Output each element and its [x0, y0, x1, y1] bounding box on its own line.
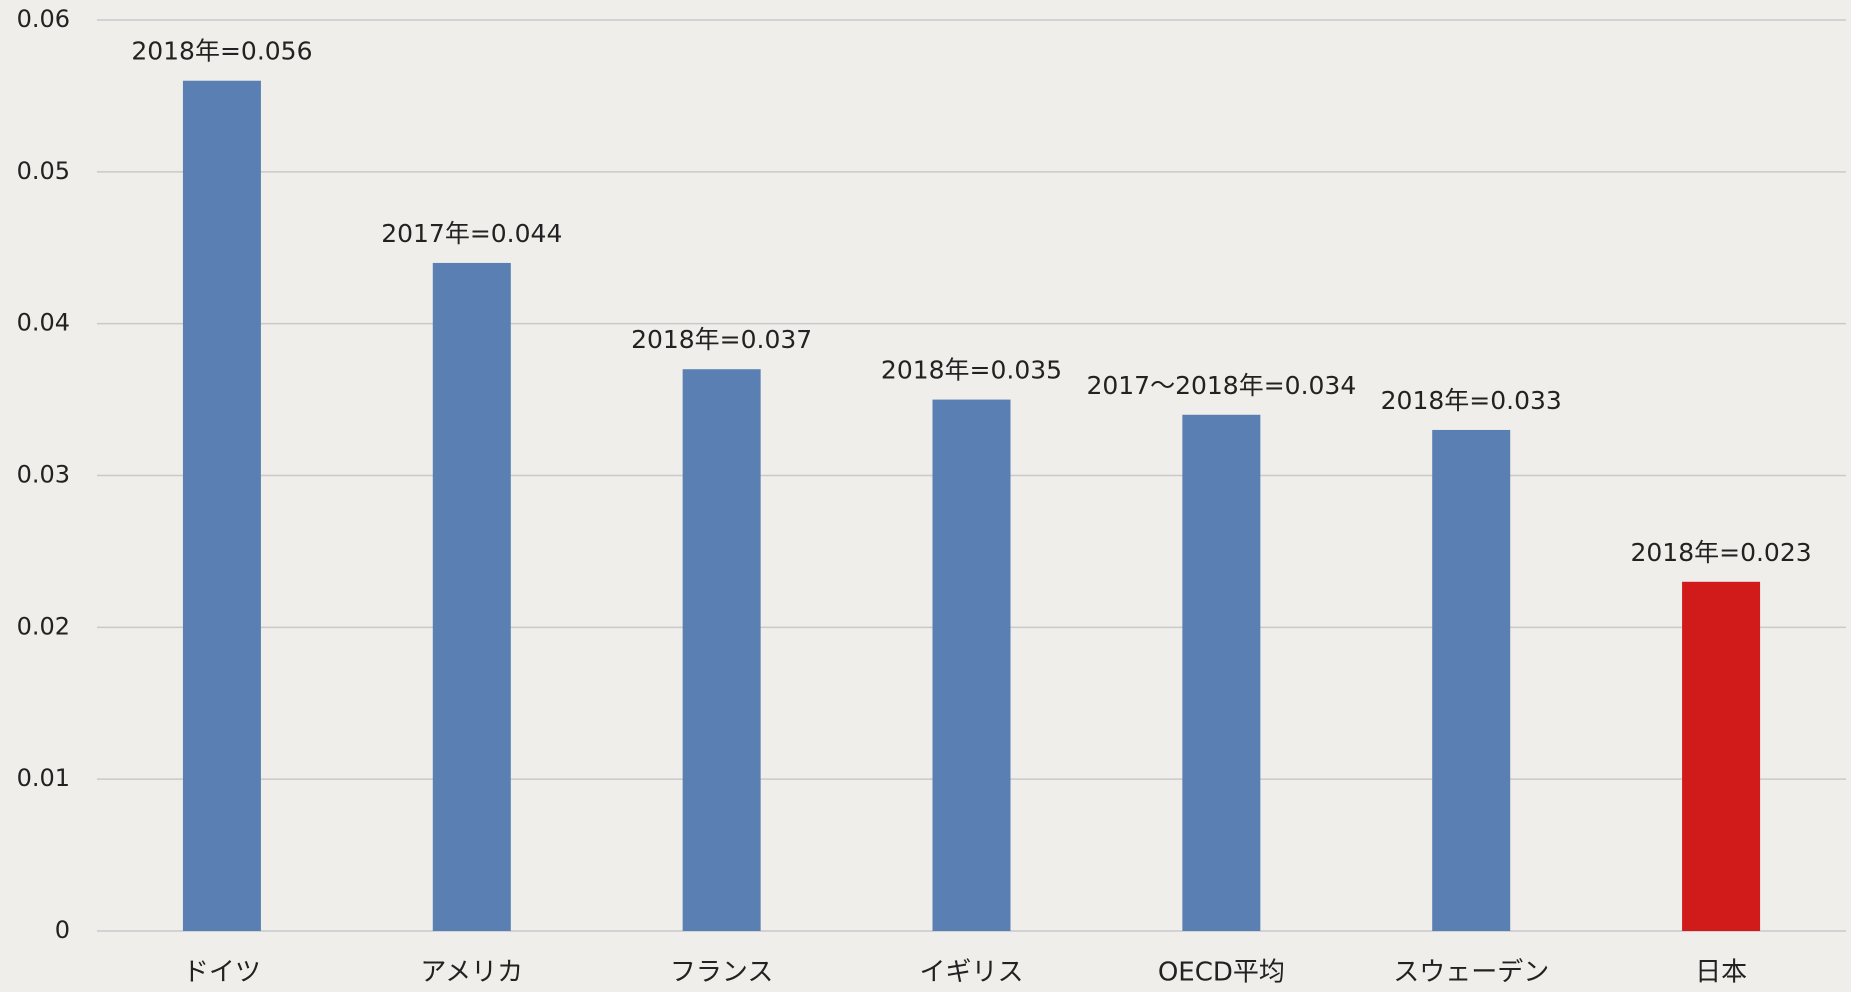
y-tick-label: 0.04 — [17, 309, 70, 337]
bar — [432, 262, 511, 931]
y-tick-label: 0.01 — [17, 764, 70, 792]
bar — [932, 399, 1011, 931]
value-label: 2018年=0.033 — [1381, 386, 1562, 415]
value-label: 2018年=0.035 — [881, 356, 1062, 385]
x-tick-label: フランス — [670, 958, 773, 988]
value-label: 2018年=0.037 — [631, 325, 812, 354]
y-tick-label: 0.05 — [17, 157, 70, 185]
bar — [682, 369, 761, 931]
x-tick-label: ドイツ — [183, 958, 261, 988]
x-tick-label: イギリス — [919, 958, 1023, 988]
x-tick-label: 日本 — [1695, 958, 1747, 988]
bar — [1432, 429, 1511, 931]
x-tick-label: OECD平均 — [1158, 958, 1285, 988]
x-tick-label: アメリカ — [420, 958, 523, 988]
value-label: 2017年=0.044 — [381, 219, 562, 248]
value-label: 2017～2018年=0.034 — [1086, 371, 1356, 400]
y-tick-label: 0 — [55, 916, 70, 944]
value-label: 2018年=0.023 — [1631, 538, 1812, 567]
bar — [1682, 581, 1761, 931]
value-label: 2018年=0.056 — [131, 37, 312, 66]
y-tick-label: 0.03 — [17, 461, 70, 489]
y-tick-label: 0.02 — [17, 612, 70, 640]
y-tick-label: 0.06 — [17, 5, 70, 33]
bar — [182, 80, 261, 931]
x-tick-label: スウェーデン — [1393, 958, 1549, 988]
bar — [1182, 414, 1261, 931]
